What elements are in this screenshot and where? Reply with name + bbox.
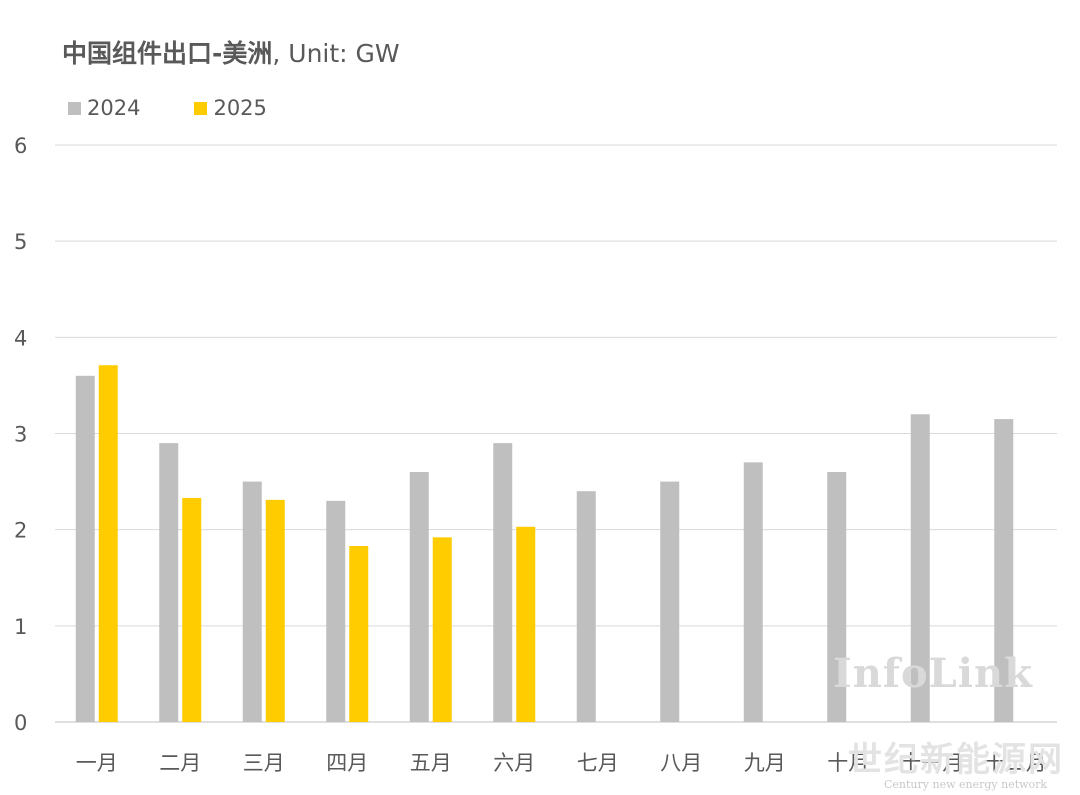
- bar-2024-2: [159, 443, 179, 722]
- x-tick-label: 五月: [410, 751, 452, 775]
- x-tick-label: 八月: [660, 751, 702, 775]
- y-tick-label: 5: [14, 230, 27, 254]
- x-tick-label: 十一月: [900, 751, 963, 775]
- x-tick-label: 三月: [243, 751, 285, 775]
- watermark-site: 世纪新能源网: [848, 740, 1064, 780]
- legend-label-2024: 2024: [87, 96, 141, 120]
- bar-2025-5: [432, 537, 452, 722]
- bar-2025-1: [98, 365, 118, 722]
- bar-2024-4: [326, 500, 346, 722]
- chart-legend: 2024 2025: [68, 96, 321, 120]
- bar-2024-6: [493, 443, 513, 722]
- watermark-infolink: InfoLink: [833, 650, 1033, 697]
- legend-item-2024: 2024: [68, 96, 140, 120]
- bar-2024-5: [409, 471, 429, 722]
- bar-2025-2: [182, 497, 202, 722]
- bar-2025-4: [349, 546, 369, 722]
- chart-title-main: 中国组件出口-美洲: [62, 39, 273, 68]
- x-tick-label: 七月: [577, 751, 619, 775]
- x-tick-label: 十二月: [984, 751, 1047, 775]
- bar-2025-6: [516, 526, 536, 722]
- bar-2024-1: [75, 375, 95, 722]
- y-tick-label: 4: [14, 326, 27, 350]
- y-tick-label: 0: [14, 711, 27, 735]
- bar-2024-7: [576, 491, 596, 722]
- y-tick-label: 3: [14, 423, 27, 447]
- x-tick-label: 十月: [827, 751, 869, 775]
- chart-title-unit: , Unit: GW: [272, 39, 400, 68]
- legend-item-2025: 2025: [194, 96, 267, 120]
- chart-title: 中国组件出口-美洲, Unit: GW: [62, 34, 400, 70]
- bar-2025-3: [265, 499, 285, 722]
- x-tick-label: 四月: [326, 751, 368, 775]
- y-tick-label: 2: [14, 519, 27, 543]
- bar-2024-9: [743, 462, 763, 722]
- x-tick-label: 一月: [76, 751, 118, 775]
- legend-label-2025: 2025: [213, 96, 267, 120]
- bar-2024-3: [242, 481, 262, 722]
- bar-2024-10: [827, 471, 847, 722]
- legend-swatch-2024: [68, 101, 81, 115]
- y-tick-label: 6: [14, 134, 27, 158]
- x-tick-label: 九月: [744, 751, 786, 775]
- legend-swatch-2025: [194, 101, 208, 115]
- x-tick-label: 二月: [159, 751, 201, 775]
- bar-2024-12: [994, 419, 1014, 722]
- bar-2024-11: [910, 414, 930, 722]
- y-tick-label: 1: [14, 615, 27, 639]
- x-tick-label: 六月: [493, 751, 535, 775]
- watermark-site-en: Century new energy network: [884, 778, 1048, 791]
- bar-2024-8: [660, 481, 680, 722]
